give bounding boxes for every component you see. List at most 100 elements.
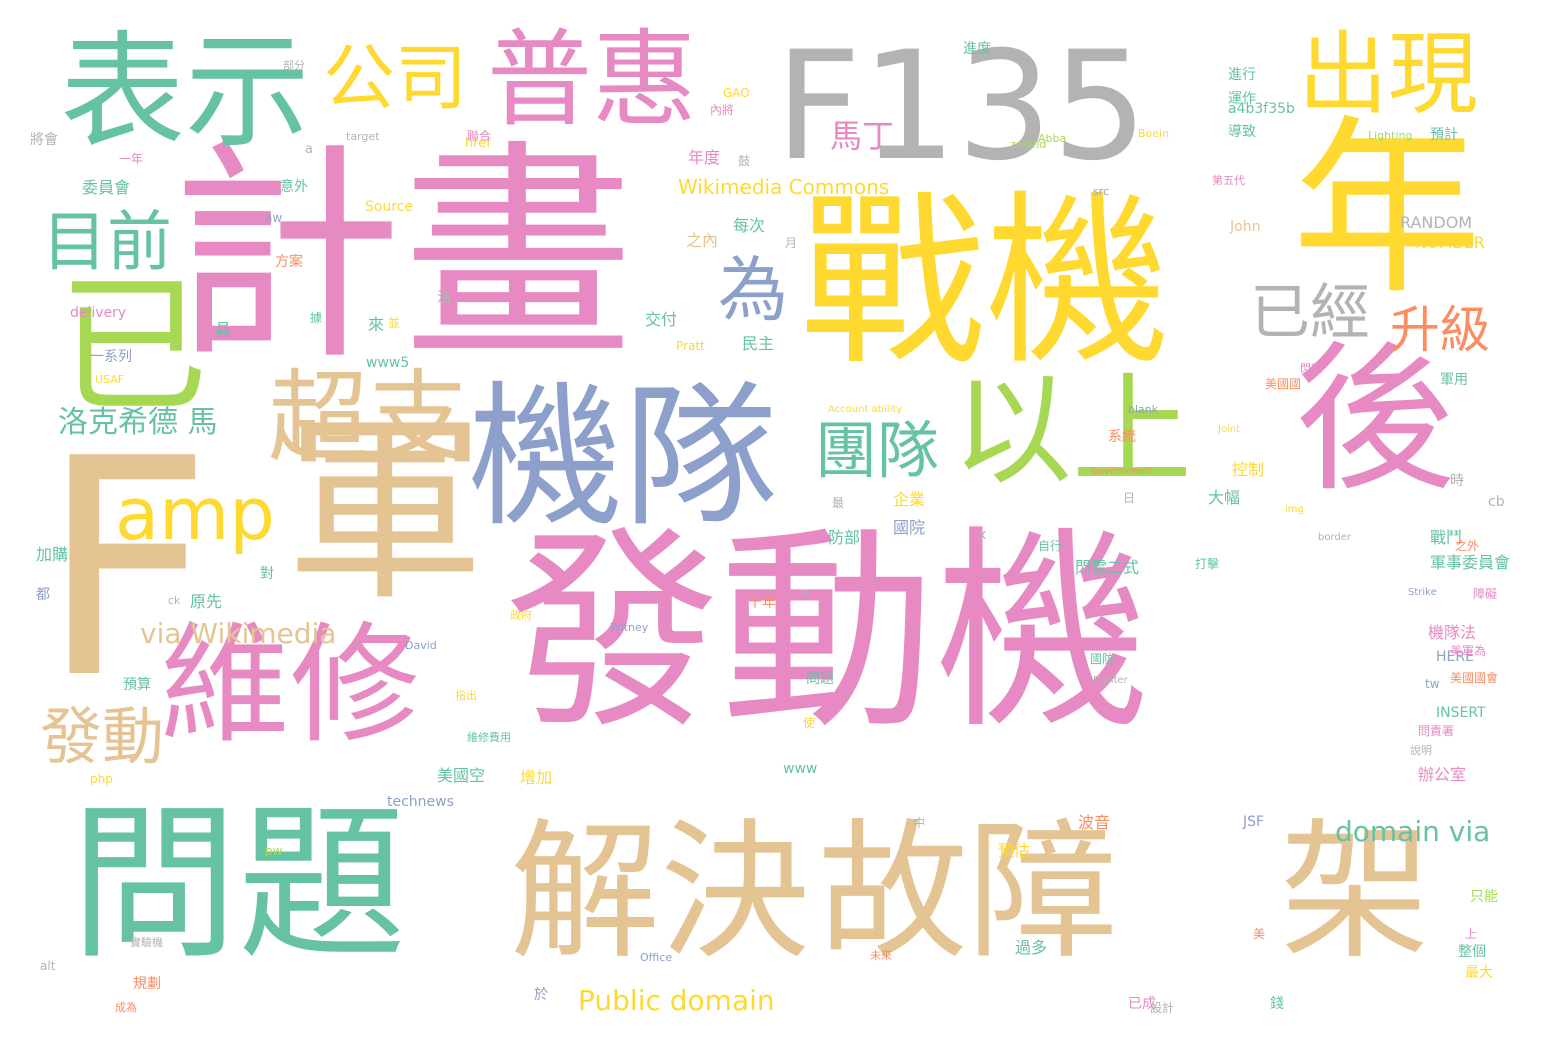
word: 系統	[1108, 429, 1136, 445]
word: INSERT	[1436, 705, 1486, 721]
word: 規劃	[133, 976, 161, 992]
word: 美國國會	[1450, 671, 1499, 685]
word: amp	[115, 472, 275, 556]
word: 導致	[1228, 124, 1256, 140]
word: 馬丁	[830, 117, 895, 155]
word: cb	[1488, 494, 1505, 510]
word: Lighting	[1368, 129, 1413, 142]
word: Abba	[1038, 132, 1067, 145]
word: 未來	[870, 949, 892, 962]
word: 美國空	[437, 766, 486, 785]
word: 之外	[1455, 539, 1480, 553]
word: 問責署	[1418, 724, 1455, 738]
word: 預計	[1430, 127, 1458, 143]
word: border	[1318, 532, 1352, 543]
word: 都	[36, 587, 50, 603]
word: 交付	[645, 310, 678, 329]
word: 以上	[952, 362, 1192, 501]
word: 聯合	[467, 129, 492, 143]
word: Source	[365, 199, 414, 215]
word: 戰機	[800, 174, 1170, 390]
word: Office	[640, 951, 673, 964]
word: 美軍為	[1450, 644, 1487, 658]
word: Government	[1090, 466, 1153, 477]
word: target	[346, 130, 380, 143]
word: 最	[832, 496, 845, 510]
word: 之內	[686, 231, 719, 250]
word: Pratt	[676, 339, 705, 353]
word: 已成	[1128, 996, 1156, 1012]
word: 發動	[40, 700, 165, 773]
word: 於	[534, 987, 548, 1003]
word: 並	[388, 316, 401, 330]
word: src	[1093, 185, 1110, 198]
word: zoneid	[1010, 138, 1047, 151]
word: 表示	[60, 20, 310, 165]
word: 中	[913, 816, 926, 830]
word: 運作	[1228, 91, 1256, 107]
word: 為	[718, 249, 788, 331]
word: 已經	[1250, 278, 1370, 348]
word: 使	[803, 716, 816, 730]
word: 問題	[806, 671, 834, 687]
word: via Wikimedia	[140, 617, 337, 650]
word: 方案	[275, 254, 303, 270]
word: 對	[260, 566, 274, 582]
word: 意外	[280, 179, 308, 195]
word: F135	[775, 20, 1148, 194]
word: 計畫	[170, 121, 635, 391]
word: a4b3f35b	[1228, 101, 1295, 117]
word: Strike	[1408, 587, 1437, 598]
word: 防部	[828, 528, 861, 547]
word: alt	[40, 959, 56, 973]
word: 控制	[1232, 460, 1265, 479]
word: 部分	[283, 59, 305, 72]
word: 超支	[268, 359, 468, 476]
word: 進行	[1228, 67, 1256, 83]
word: HERE	[1436, 649, 1474, 665]
word: 設計	[1150, 1001, 1175, 1015]
word: www5	[366, 355, 410, 371]
word: 波音	[1078, 813, 1111, 832]
word: 後	[1295, 326, 1456, 513]
word: 錢	[1270, 996, 1284, 1012]
word: 內將	[710, 103, 735, 117]
word: David	[405, 639, 437, 652]
word: aw	[265, 211, 283, 225]
word: 軍用	[1440, 372, 1468, 388]
word: www	[783, 761, 818, 777]
word: 美國國	[1265, 377, 1302, 391]
word: 年度	[688, 148, 721, 167]
word: 實驗機	[130, 936, 163, 949]
word: php	[90, 772, 113, 786]
word: 解決	[510, 806, 811, 980]
word: 月	[785, 236, 798, 250]
word: Boein	[1138, 127, 1170, 140]
word: delivery	[70, 305, 127, 321]
word: href	[465, 136, 491, 151]
word: 國防	[1090, 652, 1115, 666]
word: 洛克希德 馬	[58, 405, 218, 440]
word: 維修	[160, 609, 421, 761]
word: 發動機	[505, 507, 1150, 758]
word: 架	[1280, 806, 1431, 980]
word: 閃電二式	[1075, 558, 1140, 577]
word: Fighter	[1093, 675, 1128, 686]
word: 時	[1450, 473, 1464, 489]
word: F	[40, 395, 213, 744]
word: 軍	[285, 395, 486, 628]
word: John	[1230, 219, 1261, 235]
word: a	[305, 142, 313, 157]
word: 閃電	[1300, 362, 1322, 375]
word: 一年	[119, 152, 144, 166]
word: 說明	[1410, 744, 1432, 757]
word: 整個	[1458, 944, 1486, 960]
word: GAO	[723, 86, 750, 100]
word: 日	[1123, 491, 1136, 505]
word: 上	[1465, 927, 1478, 941]
word: 年	[1292, 99, 1483, 320]
word: 過多	[1015, 938, 1048, 957]
word: USAF	[95, 373, 125, 386]
word: 成為	[115, 1001, 137, 1014]
word: 出現	[1298, 22, 1478, 127]
